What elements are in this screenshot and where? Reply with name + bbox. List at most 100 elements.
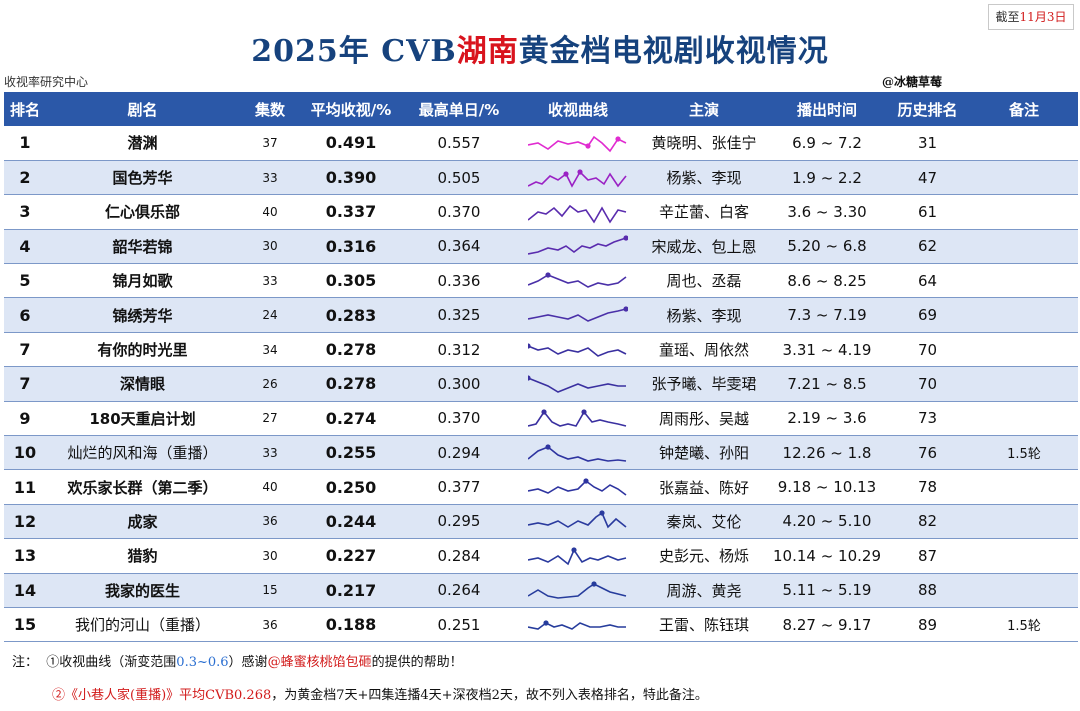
curve-cell xyxy=(517,539,639,573)
episodes-cell: 30 xyxy=(262,548,278,563)
table-row: 6 锦绣芳华 24 0.283 0.325 杨紫、李现 7.3 ~ 7.19 69 xyxy=(4,297,1078,333)
sparkline-marker xyxy=(545,444,551,450)
table-row: 5 锦月如歌 33 0.305 0.336 周也、丞磊 8.6 ~ 8.25 64 xyxy=(4,263,1078,298)
table-row: 7 深情眼 26 0.278 0.300 张予曦、毕雯珺 7.21 ~ 8.5 70 xyxy=(4,366,1078,402)
history-rank-cell: 78 xyxy=(917,478,938,497)
rating-sparkline xyxy=(528,235,628,256)
curve-cell xyxy=(517,573,639,607)
peak-rating-cell: 0.505 xyxy=(437,168,481,187)
drama-name-cell: 锦月如歌 xyxy=(112,272,173,291)
rank-cell: 13 xyxy=(13,546,37,566)
air-period-cell: 8.27 ~ 9.17 xyxy=(782,615,872,634)
note-cell xyxy=(970,470,1078,504)
sparkline-marker xyxy=(571,547,577,553)
air-period-cell: 3.6 ~ 3.30 xyxy=(787,202,867,221)
column-header: 收视曲线 xyxy=(547,100,608,119)
column-header: 剧名 xyxy=(127,100,158,119)
note-cell: 1.5轮 xyxy=(1007,447,1041,463)
cast-cell: 黄晓明、张佳宁 xyxy=(651,134,757,153)
sparkline-path xyxy=(528,344,627,357)
sparkline-marker xyxy=(583,478,589,484)
air-period-cell: 9.18 ~ 10.13 xyxy=(777,478,877,497)
drama-name-cell: 我们的河山（重播） xyxy=(74,616,210,635)
curve-cell xyxy=(517,264,639,298)
sparkline-marker xyxy=(623,306,628,312)
peak-rating-cell: 0.295 xyxy=(437,512,481,531)
average-rating-cell: 0.227 xyxy=(325,546,377,566)
column-header: 集数 xyxy=(254,100,285,119)
air-period-cell: 12.26 ~ 1.8 xyxy=(782,443,872,462)
rating-sparkline xyxy=(528,306,628,323)
sparkline-marker xyxy=(581,409,587,415)
rank-cell: 11 xyxy=(13,477,37,497)
date-box: 截至11月3日 xyxy=(988,4,1074,30)
cast-cell: 周雨彤、吴越 xyxy=(658,409,749,428)
note-cell xyxy=(970,401,1078,435)
rating-sparkline xyxy=(528,135,627,153)
rating-sparkline xyxy=(528,272,627,288)
history-rank-cell: 89 xyxy=(917,615,938,634)
drama-name-cell: 潜渊 xyxy=(127,134,158,153)
rating-sparkline xyxy=(528,409,627,428)
drama-name-cell: 成家 xyxy=(127,512,158,531)
episodes-cell: 30 xyxy=(262,239,278,254)
column-header: 备注 xyxy=(1008,100,1039,119)
curve-cell xyxy=(517,367,639,401)
drama-name-cell: 灿烂的风和海（重播） xyxy=(67,444,218,463)
sparkline-path xyxy=(528,135,627,153)
cast-cell: 宋威龙、包上恩 xyxy=(651,237,757,256)
air-period-cell: 1.9 ~ 2.2 xyxy=(792,168,862,187)
cast-cell: 周游、黄尧 xyxy=(666,581,742,600)
sparkline-path xyxy=(528,237,627,256)
peak-rating-cell: 0.370 xyxy=(437,409,481,428)
note-cell xyxy=(970,264,1078,298)
note-cell xyxy=(970,504,1078,538)
table-row: 12 成家 36 0.244 0.295 秦岚、艾伦 4.20 ~ 5.10 82 xyxy=(4,504,1078,539)
curve-cell xyxy=(517,298,639,332)
column-header: 播出时间 xyxy=(796,100,857,119)
episodes-cell: 40 xyxy=(262,204,278,219)
episodes-cell: 34 xyxy=(262,342,278,357)
table-row: 14 我家的医生 15 0.217 0.264 周游、黄尧 5.11 ~ 5.19 88 xyxy=(4,573,1078,608)
curve-cell xyxy=(517,195,639,229)
sparkline-path xyxy=(528,377,626,393)
page-title: 2025年 CVB湖南黄金档电视剧收视情况 xyxy=(0,26,1080,70)
average-rating-cell: 0.250 xyxy=(325,477,377,497)
history-rank-cell: 62 xyxy=(917,237,938,256)
drama-name-cell: 深情眼 xyxy=(119,375,165,394)
note-label: 注： xyxy=(12,655,39,670)
note-cell xyxy=(970,539,1078,573)
peak-rating-cell: 0.294 xyxy=(437,443,481,462)
drama-name-cell: 仁心俱乐部 xyxy=(104,203,180,222)
drama-name-cell: 韶华若锦 xyxy=(112,237,173,256)
sparkline-path xyxy=(528,170,627,188)
note-cell xyxy=(970,229,1078,263)
sparkline-path xyxy=(528,204,627,224)
sparkline-marker xyxy=(623,235,628,241)
peak-rating-cell: 0.336 xyxy=(437,271,481,290)
episodes-cell: 36 xyxy=(262,514,278,529)
sparkline-path xyxy=(528,583,627,600)
note-cell xyxy=(970,195,1078,229)
author-label: @冰糖草莓 xyxy=(882,75,943,89)
peak-rating-cell: 0.364 xyxy=(437,237,481,256)
sparkline-path xyxy=(528,273,627,288)
drama-name-cell: 锦绣芳华 xyxy=(112,306,173,325)
sparkline-marker xyxy=(599,510,605,517)
sparkline-marker xyxy=(528,342,531,349)
note-1-b: ）感谢 xyxy=(228,655,268,670)
sparkline-marker xyxy=(591,581,597,587)
average-rating-cell: 0.316 xyxy=(325,236,377,256)
rating-sparkline xyxy=(528,510,627,529)
episodes-cell: 26 xyxy=(262,376,278,391)
note-1-credit: @蜂蜜核桃馅包砸 xyxy=(267,655,372,670)
episodes-cell: 37 xyxy=(262,135,278,150)
curve-cell xyxy=(517,126,639,160)
drama-name-cell: 180天重启计划 xyxy=(89,409,196,428)
rating-sparkline xyxy=(528,581,627,600)
sparkline-path xyxy=(528,548,627,566)
rank-cell: 3 xyxy=(19,202,31,222)
rank-cell: 14 xyxy=(13,580,37,600)
note-line-1: 注： ①收视曲线（渐变范围0.3~0.6）感谢@蜂蜜核桃馅包砸的提供的帮助！ xyxy=(12,651,463,670)
peak-rating-cell: 0.251 xyxy=(437,615,481,634)
